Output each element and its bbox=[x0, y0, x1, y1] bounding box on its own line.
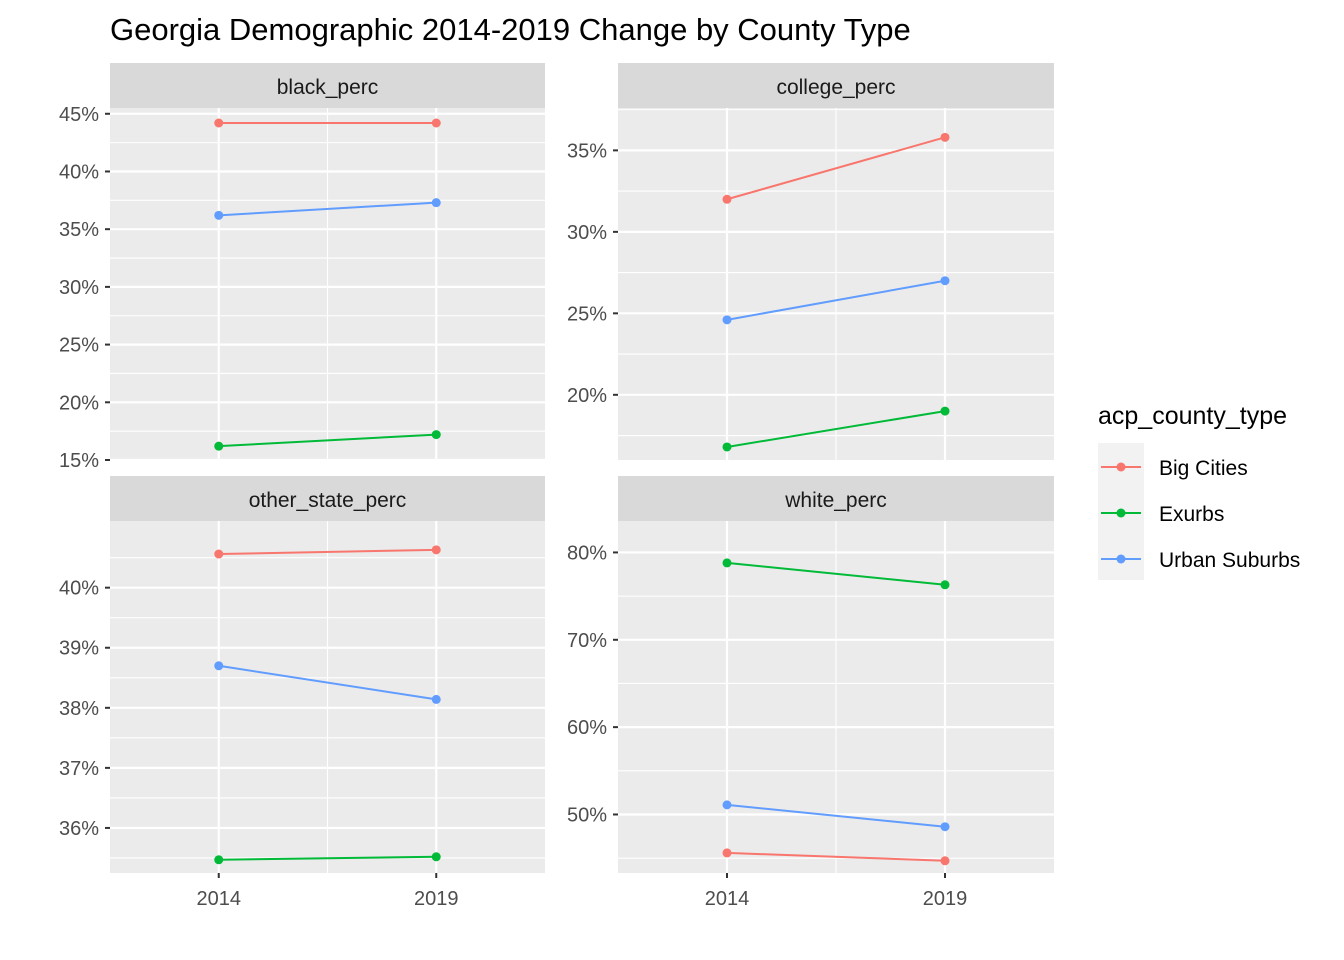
y-tick-label: 39% bbox=[59, 638, 99, 660]
data-point-big-cities bbox=[214, 118, 224, 128]
data-point-big-cities bbox=[940, 856, 950, 866]
facet-strip bbox=[110, 63, 545, 108]
x-tick-label: 2014 bbox=[197, 888, 242, 910]
legend-key-point bbox=[1116, 508, 1126, 518]
data-point-big-cities bbox=[214, 549, 224, 559]
y-tick-label: 60% bbox=[567, 717, 607, 739]
series-line-exurbs bbox=[218, 855, 437, 861]
facet-college_perc: college_perc 20% 25% 30% 35% bbox=[567, 63, 1054, 460]
y-tick-label: 25% bbox=[59, 335, 99, 357]
data-point-exurbs bbox=[940, 580, 950, 590]
y-tick-label: 25% bbox=[567, 303, 607, 325]
legend-key-point bbox=[1116, 462, 1126, 472]
series-line-urban-suburbs bbox=[726, 279, 946, 321]
facet-panels: black_perc 15% 20% 25% 30% 35% 40% 45% college_p… bbox=[59, 63, 1054, 910]
facet-strip bbox=[110, 476, 545, 521]
legend-key-point bbox=[1116, 554, 1126, 564]
series-line-big-cities bbox=[726, 136, 946, 201]
series-line-urban-suburbs bbox=[218, 201, 437, 217]
legend-entry-label: Exurbs bbox=[1159, 503, 1224, 526]
x-tick-label: 2019 bbox=[923, 888, 968, 910]
y-tick-label: 36% bbox=[59, 818, 99, 840]
data-point-exurbs bbox=[431, 430, 441, 440]
facet-other_state_perc: other_state_perc 36% 37% 38% 39% 40% 2014 2019 bbox=[59, 476, 545, 910]
data-point-big-cities bbox=[431, 545, 441, 555]
y-tick-label: 37% bbox=[59, 758, 99, 780]
facet-strip bbox=[618, 476, 1054, 521]
data-point-big-cities bbox=[431, 118, 441, 128]
data-point-urban-suburbs bbox=[214, 661, 224, 671]
facet-black_perc: black_perc 15% 20% 25% 30% 35% 40% 45% bbox=[59, 63, 545, 472]
legend-entry-label: Urban Suburbs bbox=[1159, 549, 1300, 572]
facet-strip-label: other_state_perc bbox=[249, 489, 407, 512]
series-line-exurbs bbox=[218, 433, 437, 448]
y-tick-label: 35% bbox=[567, 140, 607, 162]
y-tick-label: 15% bbox=[59, 450, 99, 472]
x-tick-label: 2014 bbox=[705, 888, 750, 910]
y-tick-label: 30% bbox=[567, 222, 607, 244]
facet-strip-label: college_perc bbox=[776, 76, 895, 99]
legend: acp_county_type Big Cities Exurbs Urban Su… bbox=[1098, 402, 1300, 580]
y-tick-label: 40% bbox=[59, 578, 99, 600]
data-point-urban-suburbs bbox=[940, 822, 950, 832]
series-line-big-cities bbox=[726, 851, 946, 862]
legend-title: acp_county_type bbox=[1098, 402, 1287, 430]
y-tick-label: 30% bbox=[59, 277, 99, 299]
facet-white_perc: white_perc 50% 60% 70% 80% 2014 2019 bbox=[567, 476, 1054, 910]
data-point-urban-suburbs bbox=[214, 210, 224, 220]
data-point-exurbs bbox=[940, 406, 950, 416]
data-point-big-cities bbox=[722, 848, 732, 858]
x-tick-label: 2019 bbox=[414, 888, 459, 910]
facet-strip-label: black_perc bbox=[277, 76, 379, 99]
y-tick-label: 80% bbox=[567, 542, 607, 564]
y-tick-label: 20% bbox=[567, 385, 607, 407]
data-point-urban-suburbs bbox=[722, 800, 732, 810]
data-point-big-cities bbox=[722, 194, 732, 204]
data-point-exurbs bbox=[214, 441, 224, 451]
y-tick-label: 50% bbox=[567, 804, 607, 826]
series-line-urban-suburbs bbox=[726, 803, 946, 828]
legend-entry-label: Big Cities bbox=[1159, 457, 1248, 480]
y-tick-label: 35% bbox=[59, 219, 99, 241]
data-point-exurbs bbox=[431, 852, 441, 862]
y-tick-label: 40% bbox=[59, 161, 99, 183]
data-point-exurbs bbox=[722, 558, 732, 568]
data-point-urban-suburbs bbox=[940, 276, 950, 286]
chart-title: Georgia Demographic 2014-2019 Change by … bbox=[110, 12, 911, 47]
data-point-exurbs bbox=[722, 442, 732, 452]
data-point-urban-suburbs bbox=[722, 315, 732, 325]
y-tick-label: 38% bbox=[59, 698, 99, 720]
data-point-exurbs bbox=[214, 855, 224, 865]
facet-strip bbox=[618, 63, 1054, 108]
y-tick-label: 70% bbox=[567, 630, 607, 652]
data-point-urban-suburbs bbox=[431, 198, 441, 208]
series-line-exurbs bbox=[726, 561, 946, 586]
y-tick-label: 20% bbox=[59, 392, 99, 414]
data-point-urban-suburbs bbox=[431, 694, 441, 704]
data-point-big-cities bbox=[940, 132, 950, 142]
y-tick-label: 45% bbox=[59, 104, 99, 126]
series-line-urban-suburbs bbox=[218, 664, 437, 701]
facet-strip-label: white_perc bbox=[784, 489, 887, 512]
series-line-big-cities bbox=[218, 548, 437, 556]
series-line-exurbs bbox=[726, 410, 946, 448]
